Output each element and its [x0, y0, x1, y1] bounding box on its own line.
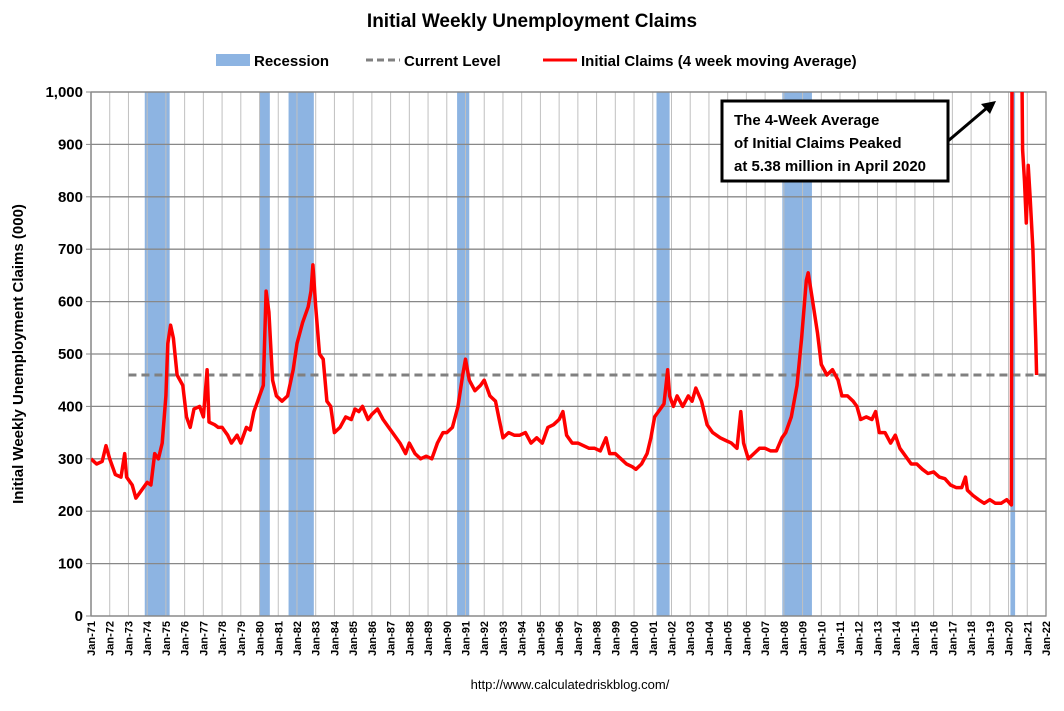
x-tick-label: Jan-75: [161, 621, 173, 656]
y-tick-label: 900: [58, 136, 83, 153]
x-tick-label: Jan-71: [86, 621, 98, 656]
annotation-line-1: The 4-Week Average: [734, 112, 879, 129]
x-tick-label: Jan-83: [311, 621, 323, 656]
x-tick-label: Jan-93: [498, 621, 510, 656]
x-tick-label: Jan-09: [798, 621, 810, 656]
x-tick-label: Jan-96: [554, 621, 566, 656]
x-tick-label: Jan-82: [292, 621, 304, 656]
x-tick-label: Jan-84: [329, 620, 341, 656]
x-tick-label: Jan-72: [105, 621, 117, 656]
x-tick-label: Jan-20: [1004, 621, 1016, 656]
annotation-box: [720, 99, 950, 183]
x-tick-label: Jan-90: [442, 621, 454, 656]
x-tick-label: Jan-11: [835, 621, 847, 655]
x-tick-label: Jan-15: [910, 621, 922, 656]
x-tick-label: Jan-76: [180, 621, 192, 656]
y-tick-label: 400: [58, 398, 83, 415]
plot-border: [90, 91, 1047, 617]
x-tick-label: Jan-02: [666, 621, 678, 656]
x-tick-label: Jan-05: [723, 621, 735, 656]
x-tick-label: Jan-88: [404, 621, 416, 656]
x-tick-label: Jan-04: [704, 620, 716, 656]
y-tick-label: 500: [58, 346, 83, 363]
y-tick-label: 200: [58, 503, 83, 520]
x-tick-label: Jan-01: [648, 621, 660, 656]
y-tick-label: 1,000: [45, 84, 83, 101]
annotation-line-3: at 5.38 million in April 2020: [734, 158, 926, 175]
y-tick-label: 600: [58, 294, 83, 311]
x-tick-label: Jan-17: [947, 621, 959, 656]
x-tick-label: Jan-21: [1022, 621, 1034, 656]
x-tick-label: Jan-80: [255, 621, 267, 656]
x-tick-label: Jan-97: [573, 621, 585, 656]
x-tick-label: Jan-07: [760, 621, 772, 656]
x-tick-label: Jan-10: [816, 621, 828, 656]
legend-recession-swatch: [216, 54, 250, 66]
chart-title: Initial Weekly Unemployment Claims: [367, 11, 697, 32]
x-tick-label: Jan-18: [966, 621, 978, 656]
x-tick-label: Jan-12: [854, 621, 866, 656]
x-tick-label: Jan-03: [685, 621, 697, 656]
x-tick-label: Jan-08: [779, 621, 791, 656]
x-tick-label: Jan-14: [891, 620, 903, 656]
annotation-arrow-line: [947, 105, 989, 143]
x-tick-label: Jan-79: [236, 621, 248, 656]
legend-claims-label: Initial Claims (4 week moving Average): [581, 53, 857, 70]
legend-recession-label: Recession: [254, 53, 329, 70]
x-tick-label: Jan-86: [367, 621, 379, 656]
x-tick-label: Jan-87: [386, 621, 398, 656]
annotation: The 4-Week Average of Initial Claims Pea…: [720, 99, 996, 183]
x-tick-label: Jan-77: [198, 621, 210, 656]
x-tick-label: Jan-98: [592, 621, 604, 656]
x-tick-label: Jan-00: [629, 621, 641, 656]
source-url: http://www.calculatedriskblog.com/: [471, 677, 670, 692]
x-tick-label: Jan-89: [423, 621, 435, 656]
legend-current-label: Current Level: [404, 53, 501, 70]
x-tick-label: Jan-22: [1041, 621, 1053, 656]
x-tick-label: Jan-81: [273, 621, 285, 656]
y-tick-label: 100: [58, 556, 83, 573]
x-tick-label: Jan-19: [985, 621, 997, 656]
y-tick-label: 300: [58, 451, 83, 468]
y-tick-label: 800: [58, 189, 83, 206]
x-tick-label: Jan-73: [123, 621, 135, 656]
x-tick-label: Jan-94: [517, 620, 529, 656]
axes: Jan-71 Jan-72 Jan-73 Jan-74 Jan-75 Jan-76 Jan-…: [45, 84, 1053, 656]
x-tick-label: Jan-74: [142, 620, 154, 656]
x-tick-label: Jan-91: [461, 621, 473, 656]
y-axis-label: Initial Weekly Unemployment Claims (000): [10, 204, 27, 504]
x-tick-label: Jan-85: [348, 621, 360, 656]
claims-series-line: [91, 92, 1039, 507]
x-tick-label: Jan-78: [217, 621, 229, 656]
annotation-line-2: of Initial Claims Peaked: [734, 135, 902, 152]
annotation-arrow-head-icon: [981, 101, 996, 114]
x-tick-label: Jan-95: [535, 621, 547, 656]
x-tick-label: Jan-13: [872, 621, 884, 656]
y-tick-label: 700: [58, 241, 83, 258]
x-tick-label: Jan-16: [929, 621, 941, 656]
x-tick-label: Jan-06: [741, 621, 753, 656]
x-tick-label: Jan-92: [479, 621, 491, 656]
legend: Recession Current Level Initial Claims (…: [216, 53, 857, 70]
y-tick-label: 0: [75, 608, 83, 625]
x-tick-label: Jan-99: [610, 621, 622, 656]
